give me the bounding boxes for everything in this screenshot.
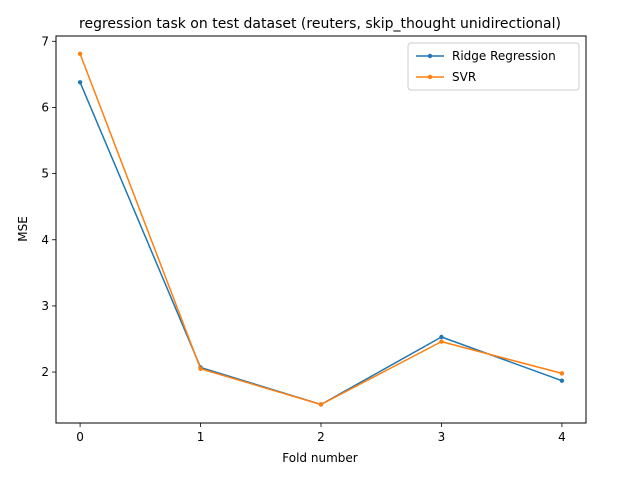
legend-marker-ridge [427, 53, 433, 59]
legend: Ridge Regression SVR [407, 42, 580, 91]
legend-box [407, 42, 580, 91]
x-tick-label: 0 [76, 430, 84, 444]
plot-frame [55, 35, 587, 424]
data-point [77, 51, 83, 57]
data-point [198, 366, 203, 371]
x-tick-label: 1 [197, 430, 205, 444]
data-point [559, 378, 565, 383]
series-line-1 [79, 53, 563, 406]
legend-label-svr: SVR [452, 70, 476, 84]
y-tick-label: 7 [41, 34, 49, 48]
y-axis-ticks: 2 3 4 5 6 7 [41, 34, 56, 379]
data-point [318, 402, 324, 407]
data-point [559, 371, 565, 376]
y-tick-label: 6 [41, 100, 49, 114]
legend-marker-svr [427, 74, 433, 80]
x-tick-label: 2 [317, 430, 325, 444]
y-axis-label: MSE [16, 216, 30, 242]
y-tick-label: 5 [41, 167, 49, 181]
y-tick-label: 4 [41, 233, 49, 247]
chart-title: regression task on test dataset (reuters… [79, 16, 561, 32]
x-tick-label: 3 [438, 430, 446, 444]
data-point [439, 339, 444, 344]
plot-lines [77, 51, 565, 407]
legend-label-ridge: Ridge Regression [452, 49, 556, 63]
data-point [77, 80, 83, 85]
x-axis-ticks: 0 1 2 3 4 [76, 423, 566, 444]
y-tick-label: 3 [41, 299, 49, 313]
data-point [439, 334, 444, 340]
y-tick-label: 2 [41, 365, 49, 379]
x-axis-label: Fold number [282, 451, 357, 465]
x-tick-label: 4 [558, 430, 566, 444]
